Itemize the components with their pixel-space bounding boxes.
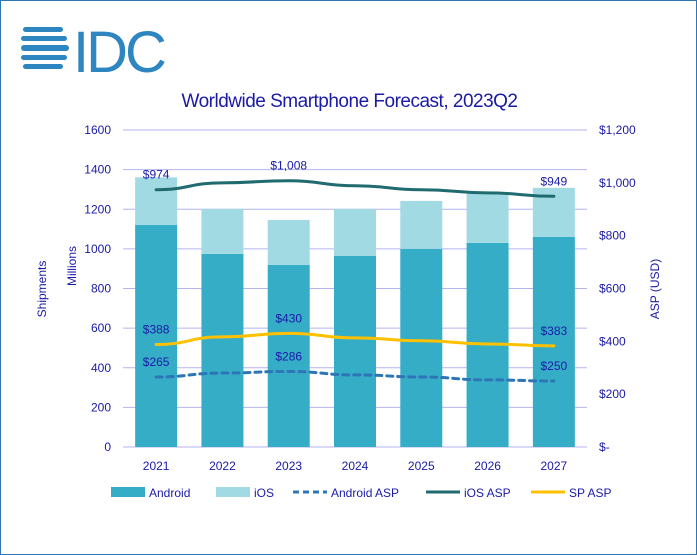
svg-text:IDC: IDC bbox=[73, 23, 165, 78]
data-label: $383 bbox=[541, 324, 568, 338]
y-tick-right: $600 bbox=[599, 282, 626, 296]
data-label: $430 bbox=[275, 311, 302, 325]
bar-ios-2022 bbox=[201, 208, 244, 254]
bar-android-2022 bbox=[201, 253, 244, 447]
y-tick-left: 400 bbox=[91, 361, 111, 375]
x-tick-label: 2024 bbox=[342, 459, 369, 473]
bar-android-2021 bbox=[135, 224, 178, 447]
bar-ios-2021 bbox=[135, 177, 178, 225]
x-tick-label: 2022 bbox=[209, 459, 236, 473]
line-ios-asp bbox=[154, 179, 556, 198]
data-label: $949 bbox=[541, 174, 568, 188]
data-label: $286 bbox=[275, 349, 302, 363]
y-tick-right: $800 bbox=[599, 229, 626, 243]
bar-ios-2025 bbox=[400, 200, 443, 249]
bar-ios-2024 bbox=[334, 208, 376, 256]
x-tick-label: 2023 bbox=[275, 459, 302, 473]
bar-ios-2023 bbox=[267, 219, 310, 265]
bar-ios-2026 bbox=[466, 193, 509, 243]
x-tick-label: 2025 bbox=[408, 459, 435, 473]
line-android-asp bbox=[154, 369, 556, 383]
bar-android-2027 bbox=[532, 236, 575, 447]
legend-label: Android bbox=[149, 486, 190, 500]
y-tick-right: $400 bbox=[599, 334, 626, 348]
bar-android-2024 bbox=[334, 255, 376, 447]
y-tick-left: 800 bbox=[91, 282, 111, 296]
line-sp-asp bbox=[154, 331, 556, 348]
y-tick-right: $- bbox=[599, 440, 610, 454]
data-label: $265 bbox=[143, 355, 170, 369]
y-tick-left: 1000 bbox=[84, 242, 111, 256]
legend-swatch-android bbox=[111, 487, 145, 497]
bar-android-2025 bbox=[400, 248, 443, 447]
y-tick-left: 1200 bbox=[84, 202, 111, 216]
legend-label: iOS bbox=[254, 486, 274, 500]
y-axis-label-right: ASP (USD) bbox=[648, 259, 662, 319]
x-tick-label: 2027 bbox=[541, 459, 568, 473]
y-tick-right: $200 bbox=[599, 387, 626, 401]
legend-label: iOS ASP bbox=[464, 486, 511, 500]
y-tick-left: 200 bbox=[91, 400, 111, 414]
legend-label: SP ASP bbox=[569, 486, 611, 500]
legend-swatch-ios bbox=[216, 487, 250, 497]
y-axis-label-left-sub: Millions bbox=[65, 246, 79, 286]
y-tick-right: $1,000 bbox=[599, 176, 636, 190]
y-tick-left: 1400 bbox=[84, 163, 111, 177]
y-tick-left: 0 bbox=[104, 440, 111, 454]
chart-title: Worldwide Smartphone Forecast, 2023Q2 bbox=[181, 91, 519, 112]
data-label: $388 bbox=[143, 323, 170, 337]
y-tick-left: 1600 bbox=[84, 123, 111, 137]
data-label: $1,008 bbox=[270, 159, 307, 173]
y-tick-left: 600 bbox=[91, 321, 111, 335]
y-tick-right: $1,200 bbox=[599, 123, 636, 137]
y-axis-label-left: Shipments bbox=[35, 261, 49, 318]
data-label: $250 bbox=[541, 359, 568, 373]
legend-label: Android ASP bbox=[331, 486, 399, 500]
x-tick-label: 2026 bbox=[474, 459, 501, 473]
data-label: $974 bbox=[143, 168, 170, 182]
bar-android-2023 bbox=[267, 264, 310, 447]
x-tick-label: 2021 bbox=[143, 459, 170, 473]
idc-logo: IDC bbox=[21, 23, 168, 78]
